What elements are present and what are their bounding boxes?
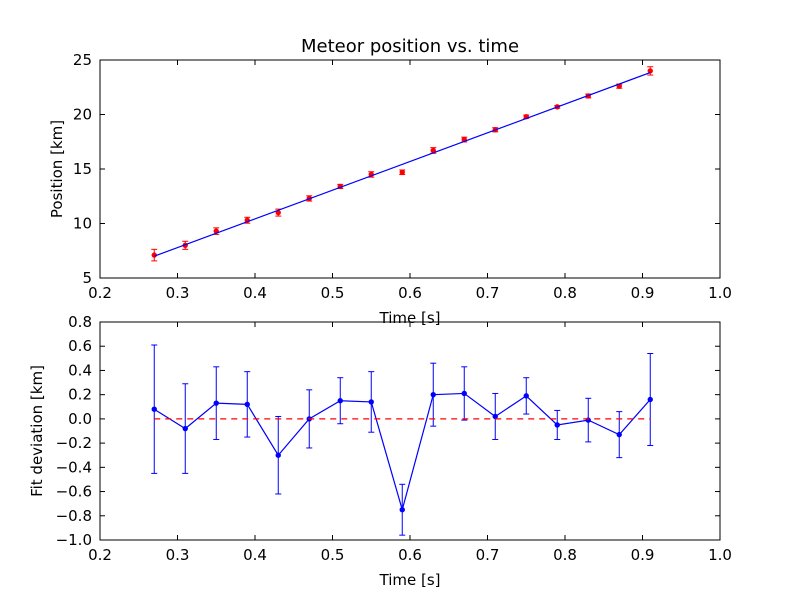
y-tick-label: −0.8 [56, 507, 92, 525]
data-point [182, 425, 188, 432]
y-axis-label: Fit deviation [km] [28, 365, 46, 497]
y-tick-label: −1.0 [56, 531, 92, 549]
x-tick-label: 0.8 [553, 546, 577, 564]
data-point [399, 169, 405, 175]
x-tick-label: 0.3 [166, 284, 190, 302]
x-tick-label: 0.6 [398, 546, 422, 564]
y-tick-label: 25 [73, 51, 92, 69]
x-tick-label: 0.6 [398, 284, 422, 302]
y-tick-label: 10 [73, 215, 92, 233]
y-tick-label: 20 [73, 106, 92, 124]
data-point [213, 400, 219, 406]
x-tick-label: 0.7 [476, 546, 500, 564]
data-point [368, 399, 374, 405]
x-tick-label: 0.3 [166, 546, 190, 564]
x-tick-label: 0.8 [553, 284, 577, 302]
data-point [647, 68, 653, 74]
y-tick-label: 5 [82, 269, 92, 287]
y-axis-label: Position [km] [48, 120, 66, 218]
y-tick-label: −0.2 [56, 434, 92, 452]
x-axis-label: Time [s] [379, 571, 441, 589]
data-point [430, 391, 436, 398]
x-tick-label: 0.9 [631, 284, 655, 302]
y-tick-label: −0.4 [56, 458, 92, 476]
data-point [616, 431, 622, 438]
data-point [275, 452, 281, 458]
x-tick-label: 1.0 [708, 284, 732, 302]
fit-line [154, 71, 651, 257]
x-tick-label: 0.9 [631, 546, 655, 564]
position-chart: Meteor position vs. time 0.2 0.3 0.4 0.5 0.6 0… [48, 36, 732, 327]
y-tick-label: 0.2 [68, 386, 92, 404]
data-point [523, 393, 529, 399]
y-tick-label: 0.4 [68, 361, 92, 379]
y-tick-label: 15 [73, 160, 92, 178]
data-point [151, 406, 157, 412]
y-tick-label: 0.0 [68, 410, 92, 428]
data-point [399, 507, 405, 513]
plot-frame [99, 59, 721, 279]
x-tick-label: 0.7 [476, 284, 500, 302]
chart-title: Meteor position vs. time [301, 36, 519, 57]
x-tick-label: 1.0 [708, 546, 732, 564]
x-tick-label: 0.5 [321, 546, 345, 564]
data-point [461, 390, 467, 397]
data-point [492, 413, 498, 420]
y-tick-label: −0.6 [56, 483, 92, 501]
data-point [554, 422, 560, 428]
y-tick-label: 0.6 [68, 337, 92, 355]
x-tick-label: 0.5 [321, 284, 345, 302]
data-point [244, 401, 250, 408]
x-tick-label: 0.2 [88, 284, 112, 302]
y-tick-label: 0.8 [68, 313, 92, 331]
x-tick-label: 0.2 [88, 546, 112, 564]
x-tick-label: 0.4 [243, 546, 267, 564]
data-point [647, 396, 653, 403]
deviation-chart: 0.2 0.3 0.4 0.5 0.6 0.7 0.8 0.9 1.0 −1.0 −0.8 −0.6 −… [28, 313, 732, 589]
data-point [337, 398, 343, 404]
x-tick-label: 0.4 [243, 284, 267, 302]
plot-frame [99, 321, 721, 541]
